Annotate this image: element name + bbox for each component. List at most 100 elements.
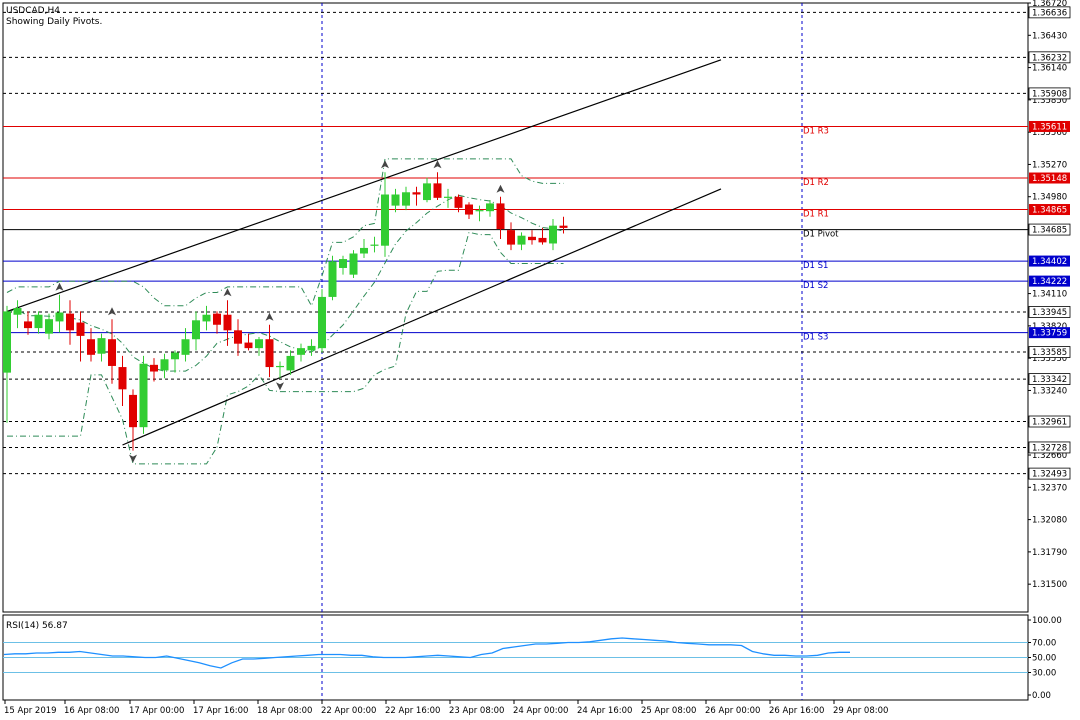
price-tick-label-0: 1.36720 (1032, 0, 1067, 9)
candle-body (192, 320, 200, 340)
candle-body (286, 355, 295, 371)
price-tick-label-10: 1.33530 (1032, 354, 1067, 364)
price-tick-label-17: 1.31500 (1032, 580, 1067, 590)
candle-body (307, 345, 316, 351)
candle-body (97, 338, 106, 354)
rsi-indicator: 100.00 70.00 50.00 30.00 0.00 (3, 616, 1062, 701)
candle-body (118, 367, 127, 390)
time-tick-label-1: 16 Apr 08:00 (64, 706, 119, 716)
candle-10 (108, 319, 116, 384)
band-lower-line (7, 231, 564, 465)
candle-52 (549, 218, 557, 251)
pivot-level-tag-3-text: 1.34685 (1032, 226, 1067, 236)
candle-body (66, 313, 74, 331)
candle-body (381, 194, 389, 246)
pivot-level-label-6: D1 S3 (803, 333, 828, 343)
fractal-down-marker (276, 382, 284, 391)
candle-body (528, 236, 536, 241)
dashed-level-tag-2-box (1028, 87, 1071, 100)
time-tick-label-6: 22 Apr 16:00 (385, 706, 440, 716)
candle-body (223, 314, 232, 331)
dashed-level-tag-5-text: 1.33342 (1032, 375, 1067, 385)
candle-46 (486, 200, 494, 217)
price-tick-label-3: 1.35850 (1032, 96, 1067, 106)
dashed-level-tag-0-box (1028, 6, 1071, 19)
candle-body (454, 196, 463, 208)
candle-31 (328, 255, 337, 301)
candle-21 (223, 300, 232, 346)
candle-body (349, 253, 358, 275)
price-tick-label-16: 1.31790 (1032, 548, 1067, 558)
candle-12 (129, 389, 137, 451)
candle-body (171, 352, 179, 360)
dashed-level-tag-8-box (1028, 467, 1071, 480)
candle-29 (307, 339, 316, 356)
candle-body (402, 192, 410, 206)
pivot-level-tag-4-box (1029, 255, 1070, 267)
candle-49 (517, 232, 526, 251)
candle-34 (360, 239, 368, 258)
candle-body (391, 194, 400, 206)
candle-4 (45, 313, 53, 340)
fractal-up-marker (496, 184, 505, 193)
price-tick-label-8: 1.34110 (1032, 290, 1067, 300)
rsi-tick-label-0: 100.00 (1032, 616, 1062, 626)
pivot-level-tag-5-box (1029, 275, 1070, 287)
horizontal-levels-layer: D1 R3 D1 R2 D1 R1 D1 Pivot D1 S1 D1 S2 D1 S3 (3, 11, 1028, 475)
candle-body (517, 235, 526, 245)
dashed-level-tag-1-text: 1.36232 (1032, 53, 1067, 63)
candle-27 (286, 350, 295, 375)
pivot-level-tag-4-text: 1.34402 (1032, 257, 1067, 267)
candle-body (370, 244, 379, 246)
time-tick-label-5: 22 Apr 00:00 (321, 706, 376, 716)
candle-body (234, 330, 242, 344)
pivot-level-tag-1-text: 1.35148 (1032, 174, 1067, 184)
time-tick-label-4: 18 Apr 08:00 (257, 706, 312, 716)
candle-22 (234, 319, 242, 356)
candle-47 (496, 196, 505, 240)
candle-body (255, 339, 263, 349)
candle-body (24, 321, 32, 329)
price-tick-label-4: 1.35560 (1032, 128, 1067, 138)
time-tick-label-7: 23 Apr 08:00 (449, 706, 504, 716)
candle-body (538, 237, 547, 243)
candle-body (339, 259, 347, 268)
candle-28 (297, 343, 305, 362)
candle-38 (402, 186, 410, 211)
time-tick-label-2: 17 Apr 00:00 (129, 706, 184, 716)
envelope-layer (6, 158, 564, 465)
candle-body (486, 203, 494, 212)
fractal-up-marker (381, 160, 389, 169)
candle-2 (24, 311, 32, 335)
candle-body (444, 196, 452, 198)
pivot-level-tag-1-box (1029, 172, 1070, 184)
price-tick-label-1: 1.36430 (1032, 31, 1067, 41)
candle-body (87, 339, 95, 355)
candle-body (433, 183, 442, 198)
pivot-level-label-5: D1 S2 (803, 281, 828, 291)
candle-42 (444, 188, 452, 208)
pivot-level-tag-0-box (1029, 120, 1070, 132)
candle-body (160, 359, 169, 371)
candle-13 (139, 355, 148, 434)
candle-body (265, 339, 274, 368)
candle-body (360, 247, 368, 254)
rsi-tick-label-1: 70.00 (1032, 639, 1056, 649)
candle-body (475, 210, 484, 212)
candle-body (150, 364, 158, 372)
pivot-level-tag-2-text: 1.34865 (1032, 206, 1067, 216)
pivot-level-tag-5-text: 1.34222 (1032, 277, 1067, 287)
dashed-level-tag-4-box (1028, 346, 1071, 358)
pivot-level-label-0: D1 R3 (803, 126, 829, 136)
candle-body (13, 308, 22, 315)
candle-body (465, 204, 473, 215)
candle-17 (181, 328, 190, 362)
time-tick-label-0: 15 Apr 2019 (4, 706, 57, 716)
fractal-markers-layer (55, 160, 505, 463)
dashed-level-tag-8-text: 1.32493 (1032, 470, 1067, 480)
fractal-up-marker (223, 288, 232, 297)
dashed-level-tag-5-box (1028, 373, 1071, 385)
candle-36 (381, 172, 389, 257)
